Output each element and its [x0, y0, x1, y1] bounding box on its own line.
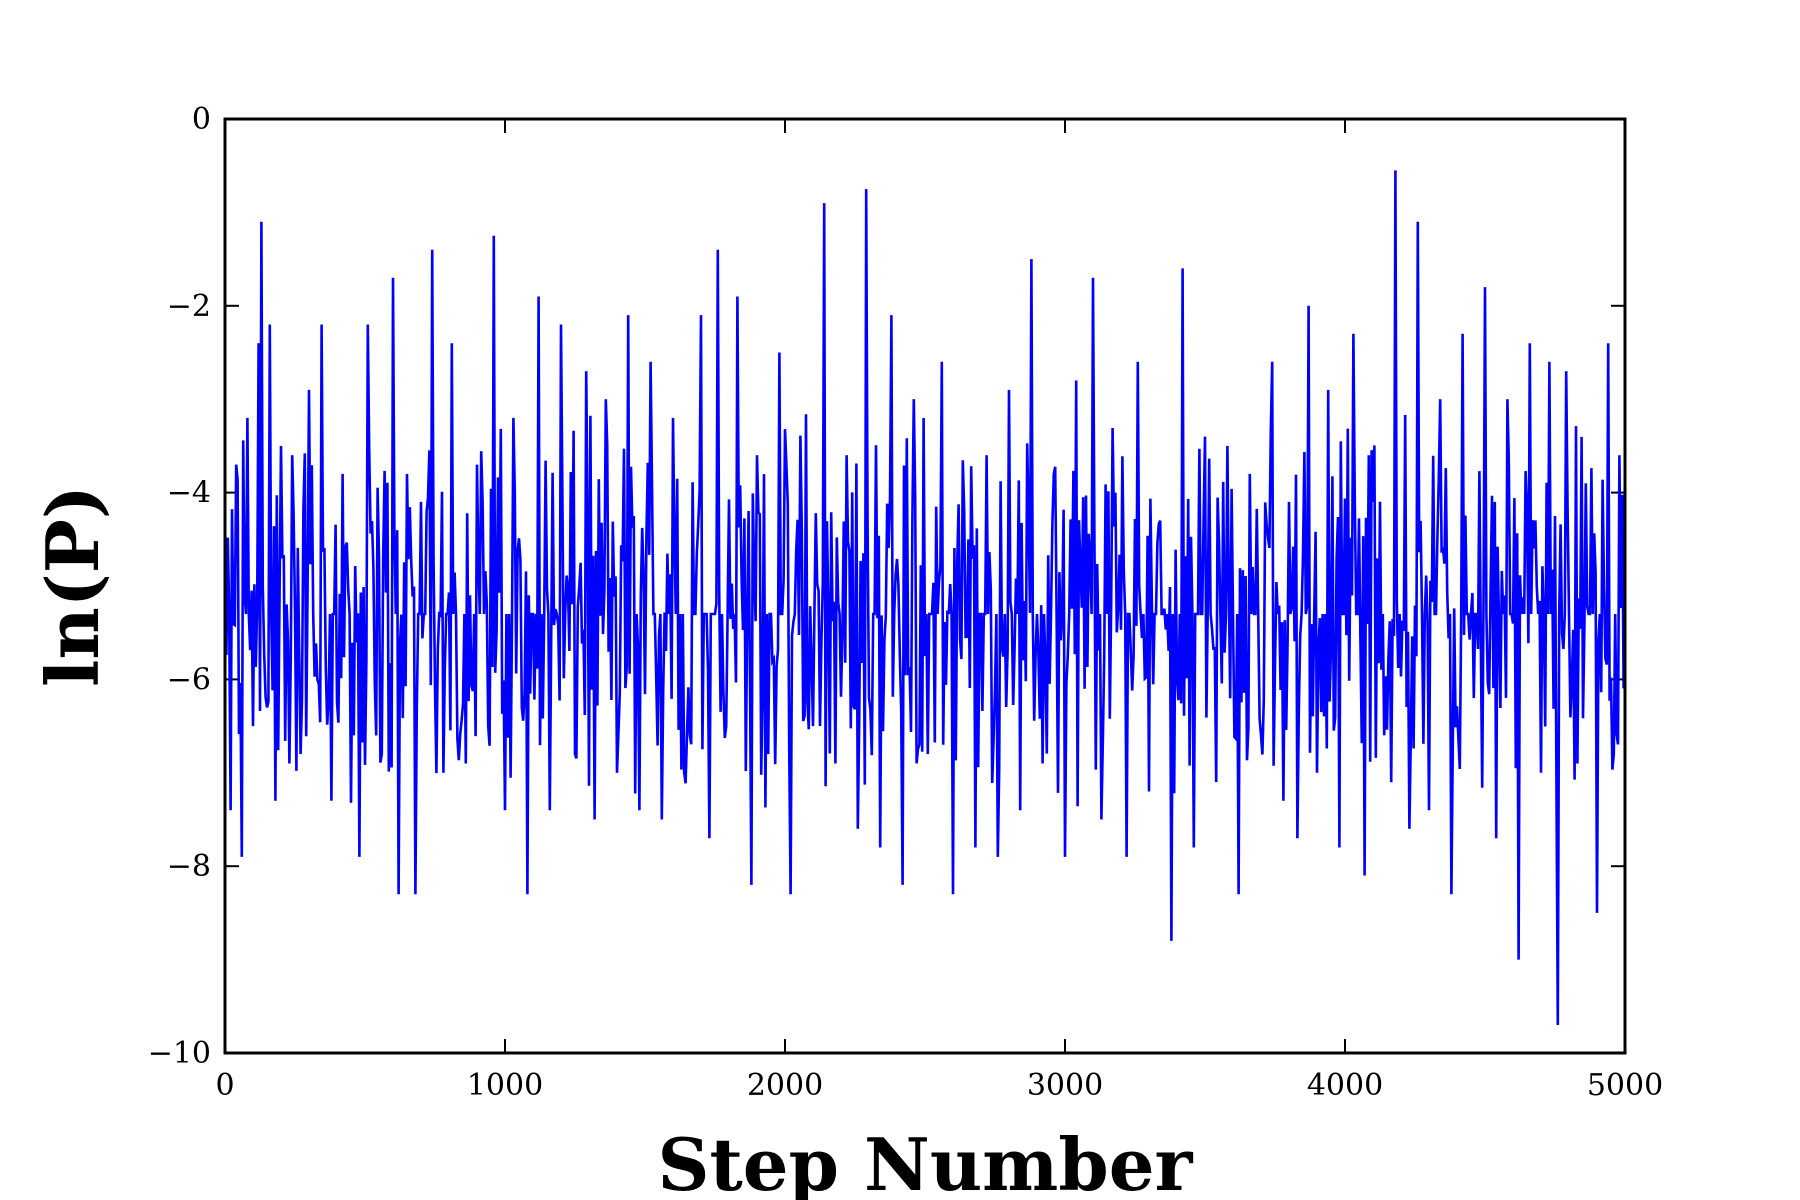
x-tick-label: 0	[215, 1068, 234, 1103]
x-tick-labels: 0 1000 2000 3000 4000 5000	[215, 1068, 1663, 1103]
y-tick-label: −4	[167, 476, 211, 511]
x-tick-label: 1000	[467, 1068, 543, 1103]
y-axis-label: ln(P)	[30, 485, 115, 687]
y-tick-label: −2	[167, 289, 211, 324]
y-tick-label: −10	[148, 1036, 211, 1071]
x-tick-label: 3000	[1027, 1068, 1103, 1103]
x-axis-label: Step Number	[658, 1122, 1194, 1200]
plot-frame	[223, 117, 1627, 1055]
series-line-group	[223, 170, 1627, 1026]
y-tick-labels: 0 −2 −4 −6 −8 −10	[148, 102, 211, 1071]
series-line-ln-p	[223, 170, 1627, 1026]
y-tick-label: −6	[167, 662, 211, 697]
x-tick-label: 5000	[1587, 1068, 1663, 1103]
y-tick-label: −8	[167, 849, 211, 884]
y-tick-label: 0	[192, 102, 211, 137]
x-tick-label: 2000	[747, 1068, 823, 1103]
x-tick-label: 4000	[1307, 1068, 1383, 1103]
